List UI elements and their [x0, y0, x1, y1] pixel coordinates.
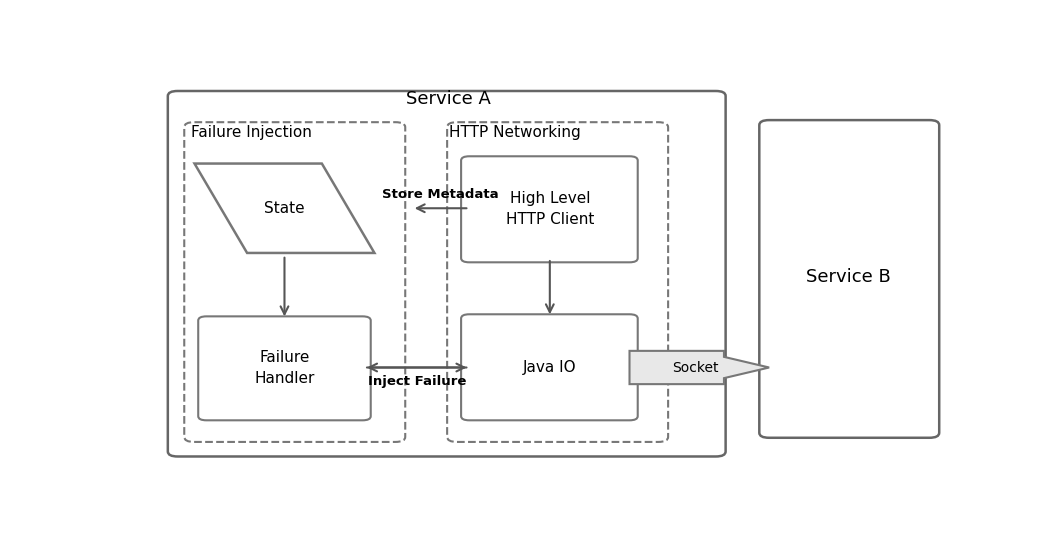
Text: Java IO: Java IO	[523, 360, 577, 375]
Text: Service A: Service A	[406, 91, 491, 109]
Polygon shape	[630, 351, 770, 384]
Text: State: State	[264, 201, 305, 216]
Text: Service B: Service B	[807, 268, 891, 286]
Text: Failure
Handler: Failure Handler	[254, 350, 315, 386]
Text: Inject Failure: Inject Failure	[368, 375, 466, 388]
Text: Socket: Socket	[672, 361, 719, 375]
Text: Store Metadata: Store Metadata	[383, 188, 499, 201]
Text: Failure Injection: Failure Injection	[191, 125, 312, 140]
Text: HTTP Networking: HTTP Networking	[448, 125, 581, 140]
Text: High Level
HTTP Client: High Level HTTP Client	[506, 192, 594, 227]
